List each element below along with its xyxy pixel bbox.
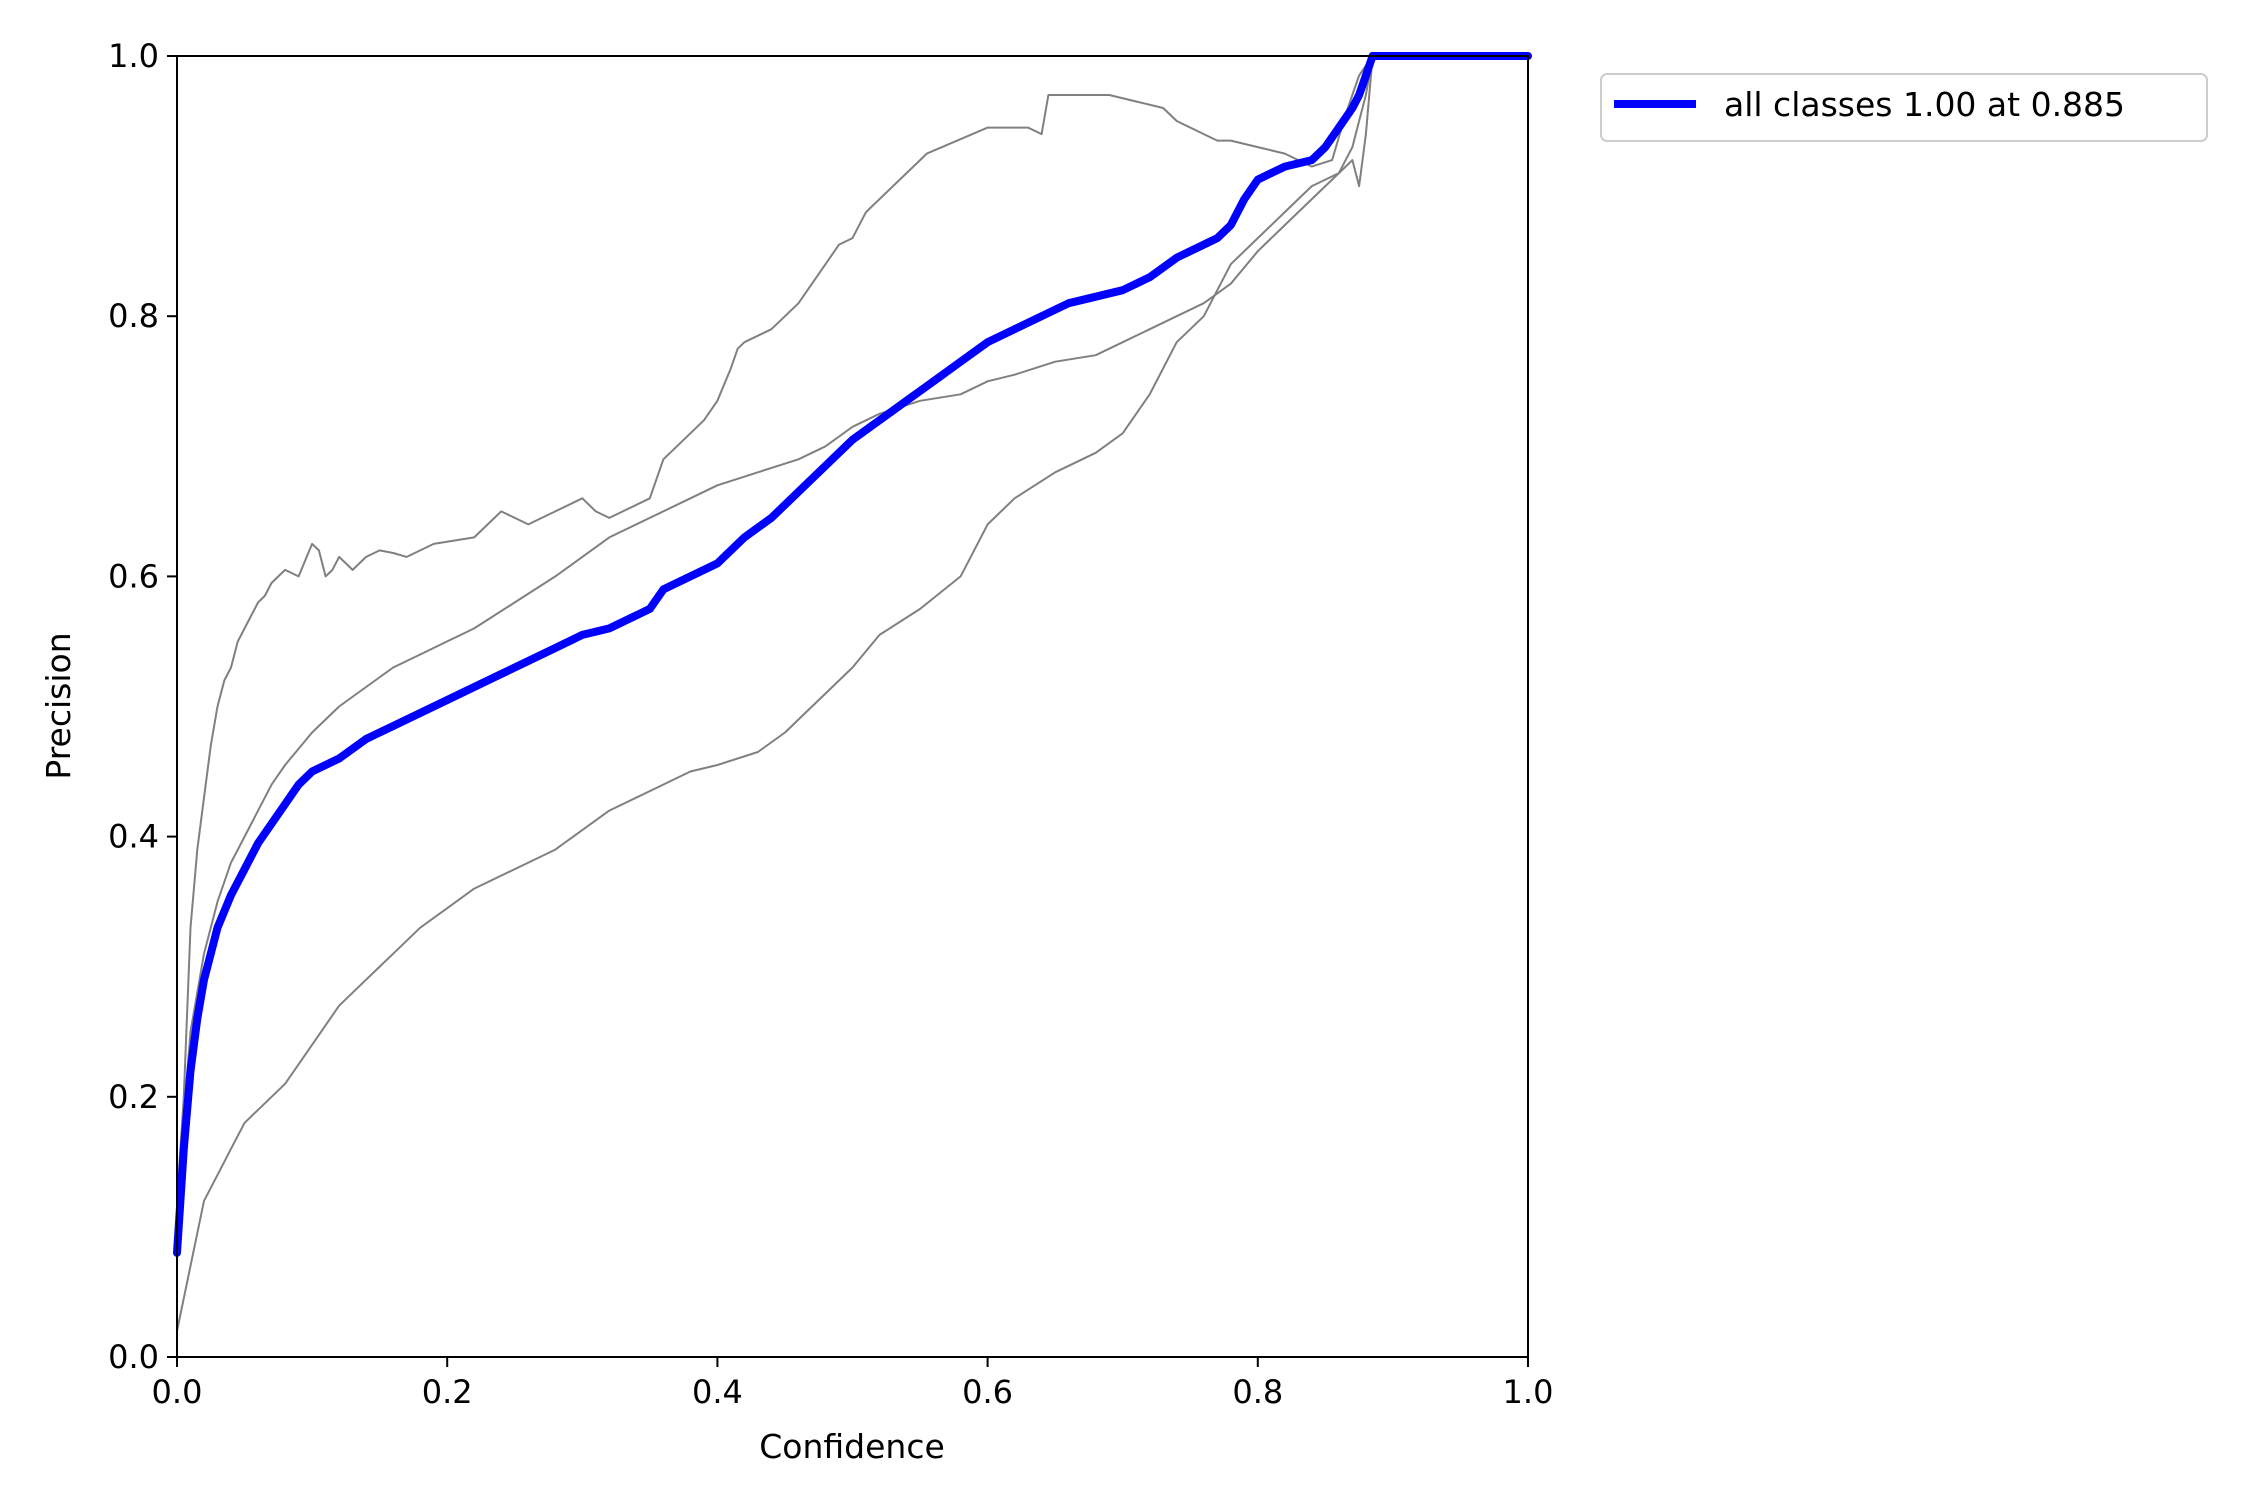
x-tick-label: 0.2	[422, 1373, 473, 1411]
y-tick-label: 0.6	[108, 557, 159, 595]
legend: all classes 1.00 at 0.885	[1600, 73, 2208, 142]
y-axis-label: Precision	[39, 632, 78, 779]
legend-label-all-classes: all classes 1.00 at 0.885	[1724, 85, 2125, 124]
y-tick-label: 0.2	[108, 1078, 159, 1116]
x-tick-label: 0.0	[152, 1373, 203, 1411]
x-axis-ticks: 0.0 0.2 0.4 0.6 0.8 1.0	[152, 1357, 1554, 1411]
series-line-class-2	[176, 55, 1529, 1202]
x-tick-label: 0.8	[1232, 1373, 1283, 1411]
series-line-all-classes	[173, 52, 1532, 1257]
y-tick-label: 0.4	[108, 818, 159, 856]
series-line-class-3	[176, 55, 1529, 1332]
y-tick-label: 1.0	[108, 37, 159, 75]
x-axis-label: Confidence	[759, 1427, 945, 1466]
y-tick-label: 0.8	[108, 297, 159, 335]
x-tick-label: 1.0	[1503, 1373, 1554, 1411]
y-axis-ticks: 0.0 0.2 0.4 0.6 0.8 1.0	[108, 37, 177, 1376]
x-tick-label: 0.4	[692, 1373, 743, 1411]
legend-box	[1600, 73, 2208, 142]
x-tick-label: 0.6	[962, 1373, 1013, 1411]
plot-frame	[176, 55, 1529, 1358]
series-layer	[173, 52, 1532, 1332]
y-tick-label: 0.0	[108, 1338, 159, 1376]
series-line-class-1	[176, 55, 1529, 1202]
